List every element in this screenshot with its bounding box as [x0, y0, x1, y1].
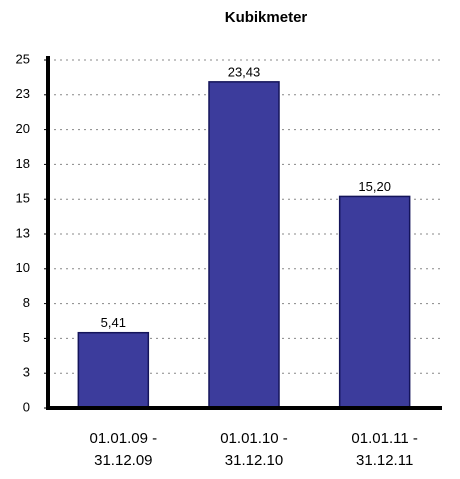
data-label: 15,20 [358, 179, 391, 194]
x-tick-label: 01.01.10 - 31.12.10 [220, 430, 288, 469]
y-tick-label: 25 [16, 51, 30, 66]
y-tick-label: 3 [23, 365, 30, 380]
y-tick-label: 0 [23, 399, 30, 414]
x-tick-label: 01.01.09 - 31.12.09 [89, 430, 158, 469]
bar [77, 331, 150, 409]
bar [338, 195, 411, 409]
data-label: 23,43 [228, 64, 261, 79]
x-tick-label: 01.01.11 - 31.12.11 [351, 430, 418, 469]
y-tick-label: 8 [23, 295, 30, 310]
y-tick-label: 15 [16, 191, 30, 206]
y-tick-label: 10 [16, 260, 30, 275]
y-tick-label: 5 [23, 330, 30, 345]
bar [208, 81, 280, 409]
y-tick-label: 18 [16, 156, 30, 171]
data-label: 5,41 [101, 315, 126, 330]
chart-title: Kubikmeter [225, 9, 308, 26]
y-tick-label: 20 [16, 121, 30, 136]
y-tick-label: 23 [16, 86, 30, 101]
y-tick-label: 13 [16, 225, 30, 240]
